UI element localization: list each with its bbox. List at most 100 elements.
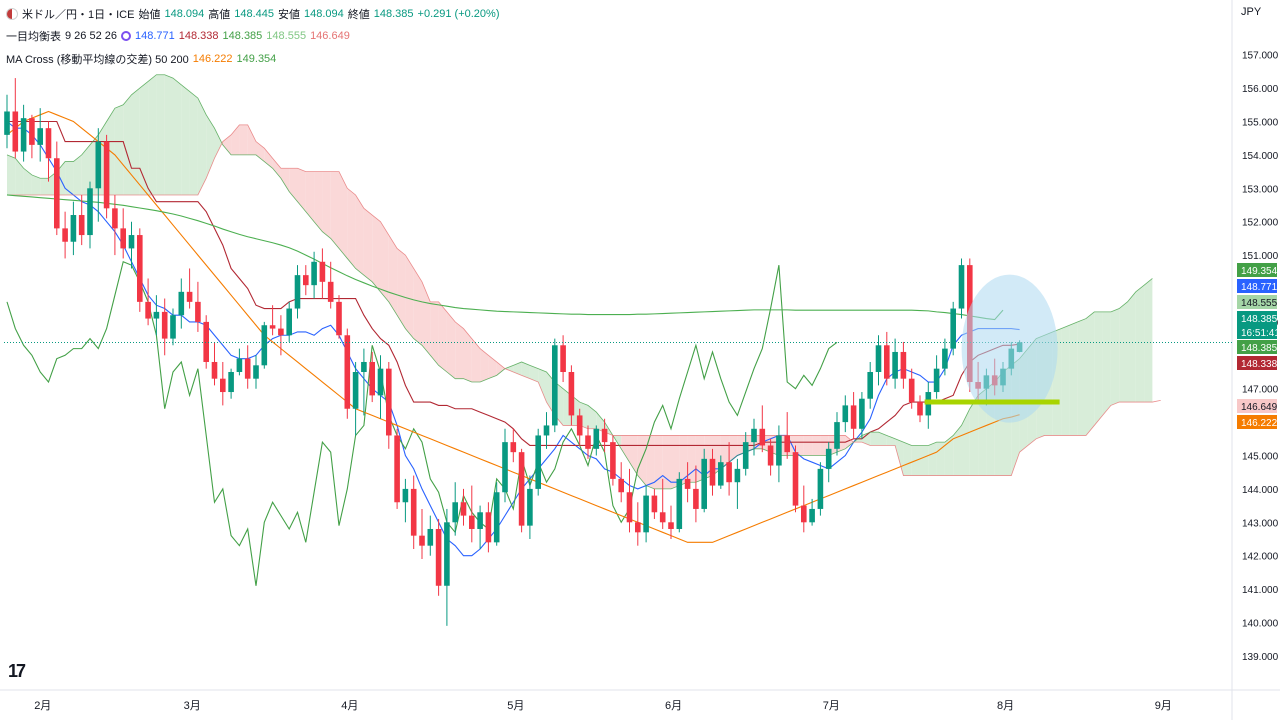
cloud-segment: [936, 442, 945, 476]
cloud-segment: [181, 84, 190, 195]
candle: [62, 211, 68, 259]
cloud-segment: [978, 388, 987, 476]
cloud-segment: [98, 121, 107, 195]
ichimoku-settings-icon[interactable]: [121, 31, 131, 41]
candle: [419, 508, 425, 560]
cloud-segment: [197, 98, 207, 195]
cloud-segment: [903, 442, 912, 476]
cloud-segment: [189, 91, 198, 195]
cloud-segment: [380, 221, 389, 302]
symbol-title[interactable]: 米ドル／円・1日・ICE: [22, 9, 135, 21]
cloud-segment: [1019, 348, 1028, 453]
cloud-segment: [430, 301, 439, 366]
cloud-segment: [986, 382, 995, 476]
ma200-value: 149.354: [236, 53, 277, 65]
candle: [485, 502, 492, 553]
ma-cross-legend[interactable]: MA Cross (移動平均線の交差) 50 200 146.222 149.3…: [6, 51, 276, 67]
price-tag: 146.222: [1237, 415, 1278, 429]
cloud-segment: [837, 435, 846, 453]
candle: [676, 472, 683, 533]
candle: [444, 508, 450, 626]
ichimoku-kijun-value: 148.338: [178, 30, 219, 42]
candle: [635, 502, 641, 546]
cloud-segment: [90, 134, 99, 195]
cloud-segment: [762, 435, 771, 453]
cloud-segment: [629, 435, 638, 476]
tradingview-logo: 17: [8, 661, 26, 681]
candle: [186, 268, 193, 309]
candle: [377, 355, 384, 419]
close-label: 終値: [347, 9, 370, 21]
cloud-segment: [148, 74, 157, 195]
candle: [477, 505, 483, 550]
candle: [203, 315, 209, 369]
cloud-segment: [123, 94, 132, 195]
time-tick-label: 4月: [341, 700, 358, 712]
candles: [4, 78, 1232, 626]
cloud-segment: [106, 108, 115, 195]
cloud-segment: [1027, 338, 1037, 446]
indicator-line: [6, 110, 1020, 543]
cloud-segment: [1127, 291, 1136, 403]
low-value: 148.094: [304, 8, 344, 20]
highlight-ellipse: [961, 274, 1058, 423]
candle: [626, 468, 633, 533]
cloud-segment: [471, 338, 481, 383]
cloud-segment: [455, 321, 464, 379]
price-tick-label: 145.000: [1242, 452, 1279, 463]
cloud-segment: [994, 372, 1003, 476]
candle: [95, 128, 102, 222]
candle: [884, 331, 890, 386]
open-label: 始値: [138, 9, 161, 21]
currency-label[interactable]: JPY: [1241, 6, 1262, 18]
candle: [568, 365, 575, 426]
price-axis: 157.000 156.000 155.000 154.000 153.000 152.0…: [1242, 51, 1279, 663]
cloud-segment: [895, 438, 904, 476]
cloud-segment: [247, 124, 256, 155]
candle: [261, 321, 268, 369]
cloud-segment: [355, 194, 364, 276]
candle: [87, 181, 93, 249]
candle: [319, 248, 326, 299]
candle: [402, 478, 409, 523]
candle: [917, 395, 923, 423]
time-tick-label: 6月: [665, 700, 682, 712]
open-value: 148.094: [164, 8, 205, 20]
cloud-segment: [363, 208, 373, 282]
price-tick-label: 151.000: [1242, 251, 1279, 262]
ichimoku-chikou-value: 148.385: [222, 30, 263, 42]
candle: [560, 335, 566, 383]
price-tag-label: 146.222: [1241, 418, 1278, 429]
candle: [825, 442, 832, 483]
candle: [850, 392, 857, 439]
ichimoku-legend[interactable]: 一目均衡表 9 26 52 26 148.771 148.338 148.385…: [6, 28, 350, 44]
candle: [20, 104, 27, 162]
cloud-segment: [953, 425, 962, 476]
candle: [900, 341, 907, 389]
cloud-segment: [1011, 358, 1020, 476]
cloud-segment: [886, 435, 896, 446]
cloud-segment: [612, 435, 622, 449]
cloud-segment: [812, 435, 821, 456]
cloud-segment: [737, 435, 746, 456]
cloud-segment: [222, 134, 232, 155]
candle: [128, 221, 135, 269]
time-tick-label: 5月: [507, 700, 524, 712]
candle: [967, 258, 973, 393]
candle: [601, 418, 608, 453]
cloud-segment: [803, 435, 813, 456]
price-tick-label: 156.000: [1242, 84, 1279, 95]
candle: [336, 295, 342, 339]
cloud-segment: [588, 405, 597, 429]
cloud-segment: [330, 171, 339, 249]
cloud-segment: [15, 158, 24, 195]
cloud-segment: [56, 161, 66, 195]
price-tick-label: 147.000: [1242, 385, 1279, 396]
indicator-lines: [6, 74, 1161, 586]
cloud-segment: [372, 215, 381, 292]
candle: [552, 338, 558, 433]
candle: [37, 108, 43, 162]
candle: [867, 361, 873, 409]
cloud-segment: [695, 435, 705, 483]
